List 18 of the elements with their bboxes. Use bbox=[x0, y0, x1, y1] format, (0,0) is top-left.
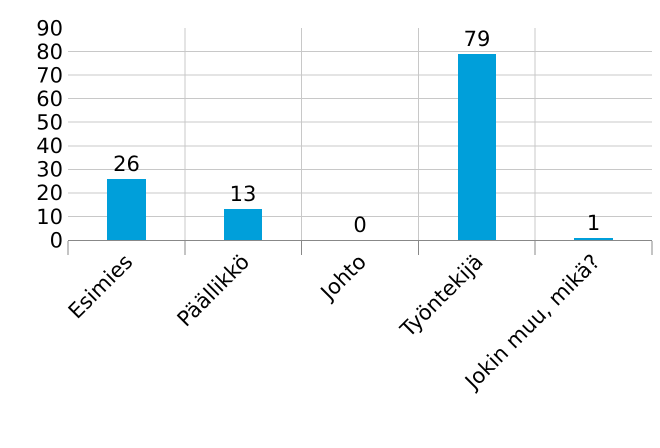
y-tick-label: 90 bbox=[36, 16, 63, 40]
bar bbox=[458, 54, 496, 240]
y-tick-label: 80 bbox=[36, 40, 63, 64]
data-label: 1 bbox=[586, 211, 600, 235]
data-label: 13 bbox=[230, 182, 256, 206]
y-tick-label: 50 bbox=[36, 110, 63, 135]
y-tick-label: 10 bbox=[36, 204, 63, 229]
data-label: 26 bbox=[113, 152, 140, 176]
y-tick-label: 60 bbox=[36, 87, 63, 112]
y-tick-label: 20 bbox=[36, 181, 63, 206]
y-tick-label: 0 bbox=[50, 228, 63, 252]
data-label: 0 bbox=[353, 213, 367, 237]
y-tick-label: 30 bbox=[36, 158, 63, 182]
bar bbox=[107, 179, 146, 240]
y-tick-label: 70 bbox=[36, 63, 63, 88]
y-tick-label: 40 bbox=[36, 134, 63, 158]
data-label: 79 bbox=[464, 27, 490, 51]
bar bbox=[224, 209, 262, 240]
